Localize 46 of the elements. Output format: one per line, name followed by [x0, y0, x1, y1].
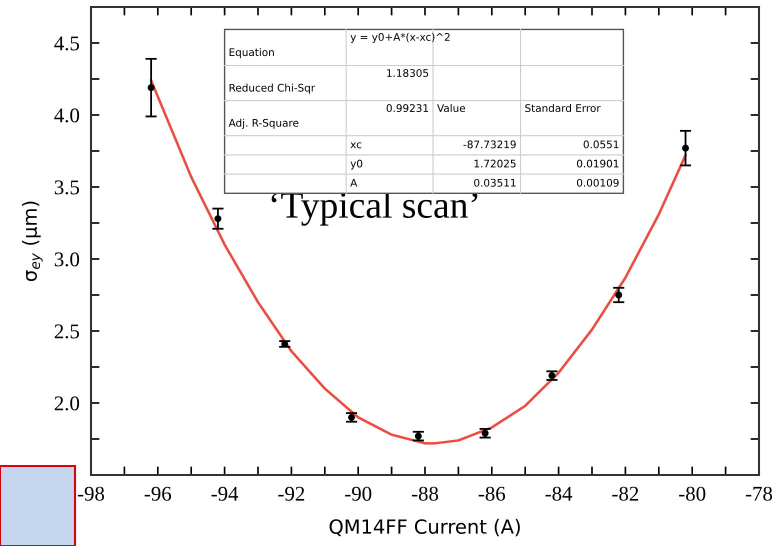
y-tick-label: 3.0: [54, 252, 80, 267]
y-tick-label: 4.5: [54, 36, 80, 51]
y-tick-label: 2.5: [54, 324, 80, 339]
annotation: 0.01901: [577, 160, 618, 168]
y-tick-label: 4.0: [54, 108, 80, 123]
x-tick-label: -86: [478, 486, 506, 501]
point: [615, 292, 622, 298]
y-axis-title: σ$_{ey}$ (µm): [22, 202, 43, 282]
annotation: Reduced Chi-Sqr: [230, 84, 316, 94]
annotation: Standard Error: [525, 104, 601, 112]
annotation: y0: [350, 160, 362, 170]
x-tick-label: -80: [679, 486, 706, 501]
annotation: 1.18305: [387, 69, 428, 77]
x-tick-label: -96: [144, 486, 172, 501]
point: [482, 430, 489, 437]
annotation: 1.72025: [474, 160, 516, 168]
x-tick-label: -82: [612, 486, 638, 501]
point: [414, 432, 422, 440]
annotation: Adj. R-Square: [228, 118, 298, 129]
x-tick-label: -88: [412, 486, 438, 501]
point: [548, 372, 556, 380]
annotation: 0.03511: [474, 178, 516, 187]
point: [148, 84, 155, 92]
x-tick-label: -98: [78, 486, 104, 501]
point: [348, 414, 355, 421]
x-tick-label: -84: [545, 486, 572, 501]
annotation: 0.99231: [386, 104, 428, 112]
annotation: ‘Typical scan’: [272, 192, 478, 226]
x-tick-label: -78: [746, 486, 772, 501]
x-tick-label: -94: [211, 486, 238, 501]
line-series: [150, 79, 687, 445]
x-tick-label: -92: [278, 486, 304, 501]
annotation: A: [350, 178, 358, 187]
annotation: 0.0551: [584, 140, 618, 148]
annotation: y = y0+A*(x-xc)^2: [350, 32, 450, 43]
annotation: 0.00109: [577, 178, 619, 187]
annotation: xc: [350, 142, 362, 148]
y-tick-label: 3.5: [54, 180, 80, 195]
x-tick-label: -90: [345, 486, 372, 501]
point: [214, 215, 222, 222]
annotation: -87.73219: [464, 140, 516, 148]
y-tick-label: 2.0: [54, 396, 80, 411]
annotation: Equation: [230, 48, 274, 58]
point: [682, 144, 689, 152]
x-axis-title: QM14FF Current (A): [330, 518, 520, 536]
annotation: Value: [437, 104, 466, 112]
